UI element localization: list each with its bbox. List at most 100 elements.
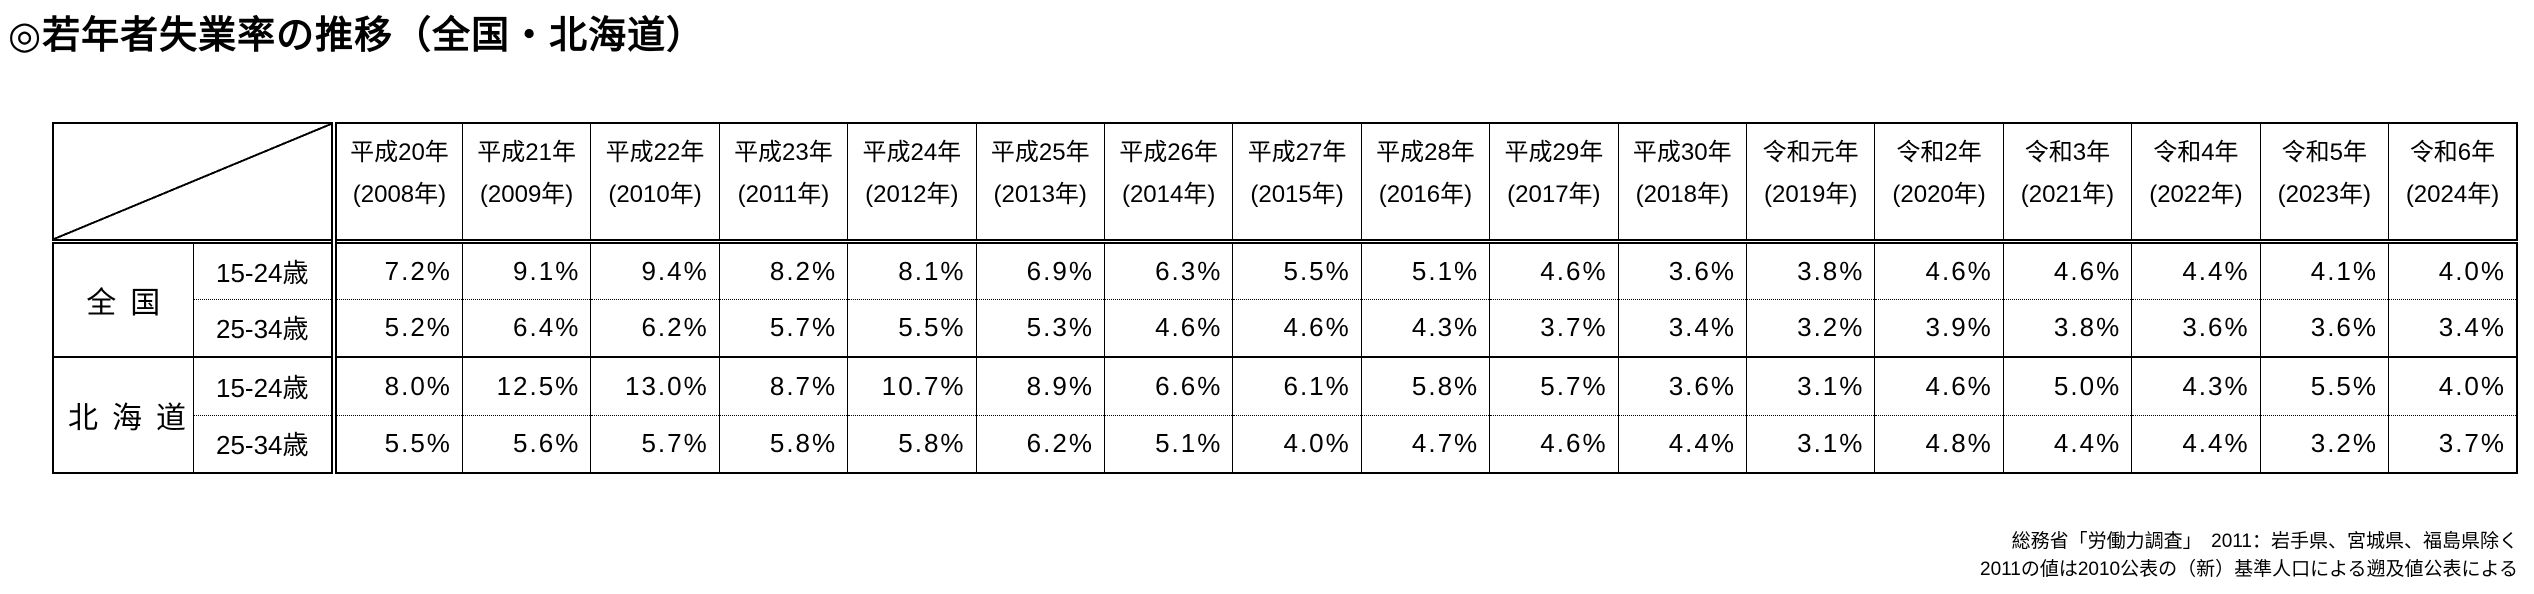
age-label: 25-34歳 [192,414,335,474]
year-era-label: 平成21年 [477,139,576,166]
source-notes: 総務省「労働力調査」 2011：岩手県、宮城県、福島県除く 2011の値は201… [1980,528,2518,584]
value-cell: 7.2% [330,240,463,300]
year-western-label: (2015年) [1250,181,1344,208]
value-cell: 3.2% [1745,298,1876,358]
table-row: 全国 15-24歳 7.2% 9.1% 9.4% 8.2% 8.1% 6.9% 6.3% 5.5%… [52,240,2518,358]
value-cell: 8.2% [718,240,849,300]
value-cell: 5.6% [461,414,592,474]
value-cell: 8.9% [975,356,1105,416]
value-cell: 5.8% [847,414,977,474]
year-era-label: 令和5年 [2281,139,2367,166]
year-era-label: 平成22年 [605,139,705,166]
value-cell: 4.0% [2388,240,2518,300]
value-cell: 5.8% [1360,356,1491,416]
year-western-label: (2023年) [2277,181,2371,208]
value-cell: 3.9% [1874,298,2004,358]
value-cell: 6.1% [1232,356,1362,416]
value-cell: 4.0% [2388,356,2518,416]
value-cell: 6.2% [590,298,720,358]
value-cell: 5.0% [2002,356,2133,416]
year-western-label: (2012年) [865,181,959,208]
year-western-label: (2016年) [1378,181,1473,208]
year-header: 平成25年 (2013年) [975,122,1105,244]
year-era-label: 平成24年 [862,139,962,166]
year-era-label: 平成28年 [1376,139,1475,166]
year-western-label: (2013年) [993,181,1087,208]
value-cell: 5.5% [330,414,463,474]
year-era-label: 令和2年 [1896,139,1982,166]
value-cell: 3.6% [1617,240,1747,300]
value-cell: 5.5% [1232,240,1362,300]
year-western-label: (2009年) [479,181,574,208]
value-cell: 4.0% [1232,414,1362,474]
year-header: 令和元年 (2019年) [1745,122,1876,244]
year-era-label: 令和元年 [1762,139,1859,166]
year-era-label: 令和4年 [2153,139,2239,166]
value-cell: 4.1% [2259,240,2390,300]
value-cell: 3.8% [2002,298,2133,358]
value-cell: 3.4% [1617,298,1747,358]
year-era-label: 平成29年 [1504,139,1604,166]
table-body: 全国 15-24歳 7.2% 9.1% 9.4% 8.2% 8.1% 6.9% 6.3% 5.5%… [52,240,2518,474]
value-cell: 6.2% [975,414,1105,474]
year-western-label: (2010年) [608,181,702,208]
region-label: 全国 [52,240,194,358]
value-cell: 5.7% [590,414,720,474]
value-cell: 5.7% [1489,356,1619,416]
value-cell: 3.1% [1745,356,1876,416]
value-cell: 8.0% [330,356,463,416]
value-cell: 5.1% [1103,414,1234,474]
value-cell: 4.6% [1874,356,2004,416]
year-header: 令和3年 (2021年) [2002,122,2133,244]
value-cell: 4.4% [1617,414,1747,474]
year-header: 平成23年 (2011年) [718,122,849,244]
source-note-line1: 総務省「労働力調査」 2011：岩手県、宮城県、福島県除く [2011,531,2518,552]
page-title: ◎若年者失業率の推移（全国・北海道） [8,15,706,57]
age-label: 15-24歳 [192,240,335,300]
value-cell: 3.8% [1745,240,1876,300]
year-header: 平成24年 (2012年) [847,122,977,244]
value-cell: 5.8% [718,414,849,474]
year-era-label: 令和3年 [2024,139,2111,166]
year-era-label: 令和6年 [2409,139,2496,166]
region-label: 北海道 [52,356,194,474]
year-header: 平成26年 (2014年) [1103,122,1234,244]
value-cell: 9.1% [461,240,592,300]
value-cell: 9.4% [590,240,720,300]
value-cell: 5.7% [718,298,849,358]
header-row: 平成20年 (2008年) 平成21年 (2009年) 平成22年 (2010年) 平成23… [52,122,2518,244]
year-western-label: (2008年) [352,181,447,208]
table-row: 25-34歳 5.5% 5.6% 5.7% 5.8% 5.8% 6.2% 5.1% 4.0% 4.… [53,414,2518,474]
year-western-label: (2017年) [1507,181,1601,208]
value-cell: 6.6% [1103,356,1234,416]
value-cell: 4.6% [1103,298,1234,358]
year-western-label: (2019年) [1763,181,1858,208]
value-cell: 13.0% [590,356,720,416]
value-cell: 8.7% [718,356,849,416]
value-cell: 4.4% [2002,414,2133,474]
value-cell: 4.8% [1874,414,2004,474]
value-cell: 4.6% [2002,240,2133,300]
corner-cell-diagonal [52,122,335,244]
year-western-label: (2024年) [2405,181,2500,208]
year-header: 令和6年 (2024年) [2388,122,2518,244]
year-era-label: 平成26年 [1119,139,1218,166]
value-cell: 3.7% [2388,414,2518,474]
value-cell: 12.5% [461,356,592,416]
value-cell: 5.5% [2259,356,2390,416]
value-cell: 4.7% [1360,414,1491,474]
year-header: 平成30年 (2018年) [1617,122,1747,244]
table-row: 北海道 15-24歳 8.0% 12.5% 13.0% 8.7% 10.7% 8.9% 6.6%… [52,356,2518,474]
year-header: 平成29年 (2017年) [1489,122,1619,244]
value-cell: 8.1% [847,240,977,300]
value-cell: 4.6% [1489,240,1619,300]
age-label: 25-34歳 [192,298,335,358]
source-note-line2: 2011の値は2010公表の（新）基準人口による遡及値公表による [1980,559,2518,580]
year-western-label: (2018年) [1635,181,1729,208]
value-cell: 3.1% [1745,414,1876,474]
value-cell: 4.6% [1489,414,1619,474]
year-era-label: 平成30年 [1632,139,1732,166]
year-western-label: (2020年) [1892,181,1986,208]
value-cell: 6.4% [461,298,592,358]
year-header: 令和2年 (2020年) [1874,122,2004,244]
